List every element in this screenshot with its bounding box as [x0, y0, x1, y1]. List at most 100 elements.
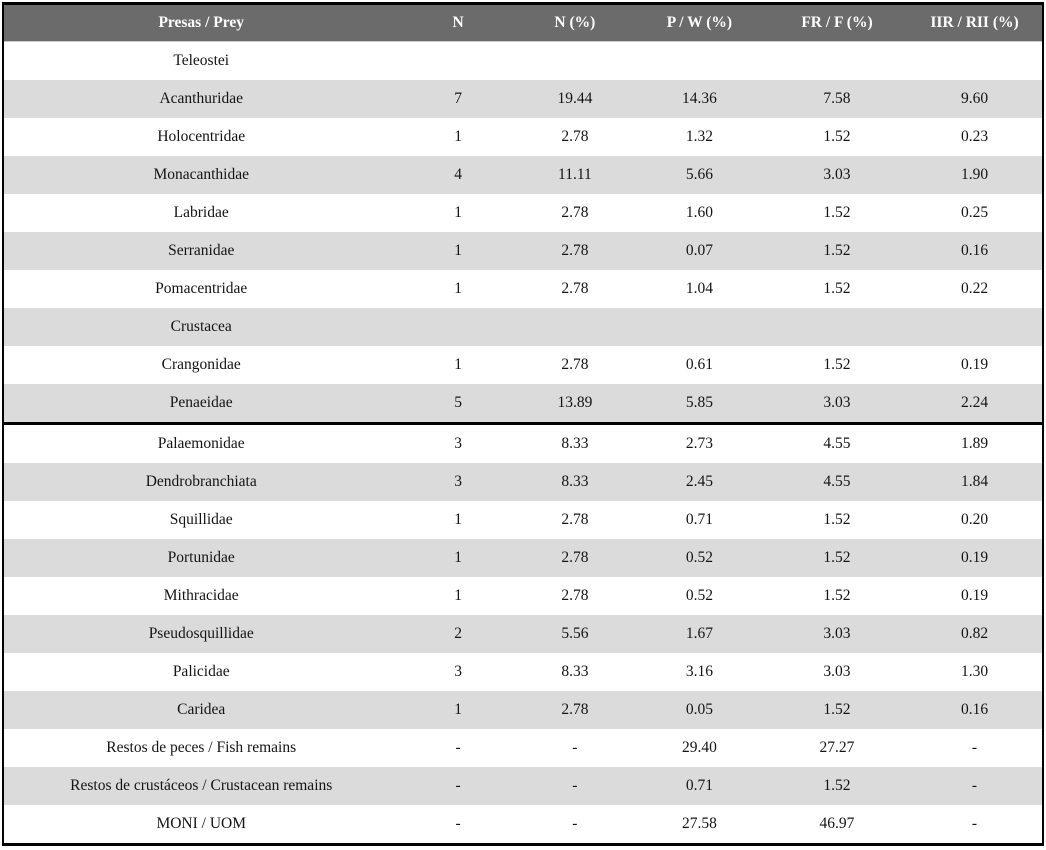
value-cell: 1.90	[907, 156, 1042, 194]
value-cell: 0.19	[907, 539, 1042, 577]
value-cell	[517, 308, 632, 346]
table-row: Portunidae 1 2.78 0.52 1.52 0.19	[4, 539, 1042, 577]
value-cell	[517, 41, 632, 80]
prey-name-cell: Pomacentridae	[4, 270, 399, 308]
value-cell: 2.78	[517, 577, 632, 615]
value-cell: 8.33	[517, 423, 632, 463]
value-cell: 1.60	[631, 194, 767, 232]
table-row: Holocentridae 1 2.78 1.32 1.52 0.23	[4, 118, 1042, 156]
value-cell: 0.52	[631, 577, 767, 615]
value-cell	[631, 41, 767, 80]
value-cell: -	[517, 805, 632, 843]
value-cell: 1.30	[907, 653, 1042, 691]
col-header-pw-pct: P / W (%)	[631, 5, 767, 42]
value-cell: 1.52	[766, 577, 908, 615]
col-header-iir-pct: IIR / RII (%)	[907, 5, 1042, 42]
table-row: Restos de peces / Fish remains - -29.40 27.…	[4, 729, 1042, 767]
table-row: Caridea 1 2.78 0.05 1.52 0.16	[4, 691, 1042, 729]
value-cell: 2.78	[517, 232, 632, 270]
table-row: Palaemonidae 3 8.33 2.73 4.55 1.89	[4, 423, 1042, 463]
group-header-row: Teleostei	[4, 41, 1042, 80]
value-cell: 5.66	[631, 156, 767, 194]
value-cell: 13.89	[517, 384, 632, 425]
value-cell: 0.61	[631, 346, 767, 384]
prey-name-cell: Crustacea	[4, 308, 399, 346]
value-cell: 14.36	[631, 80, 767, 118]
value-cell: 1	[398, 501, 518, 539]
prey-name-cell: Serranidae	[4, 232, 399, 270]
value-cell: 1	[398, 577, 518, 615]
prey-name-cell: Squillidae	[4, 501, 399, 539]
value-cell: -	[907, 805, 1042, 843]
col-header-n: N	[398, 5, 518, 42]
value-cell: 2.78	[517, 539, 632, 577]
value-cell: -	[398, 729, 518, 767]
value-cell: 19.44	[517, 80, 632, 118]
header-row: Presas / Prey N N (%) P / W (%) FR / F (…	[4, 5, 1042, 42]
col-header-prey: Presas / Prey	[4, 5, 399, 42]
prey-composition-table: Presas / Prey N N (%) P / W (%) FR / F (…	[4, 5, 1042, 843]
table-row: Pomacentridae 1 2.78 1.04 1.52 0.22	[4, 270, 1042, 308]
table-row: Penaeidae 5 13.89 5.85 3.03 2.24	[4, 384, 1042, 425]
prey-name-cell: Caridea	[4, 691, 399, 729]
value-cell: -	[517, 767, 632, 805]
value-cell: 1.52	[766, 501, 908, 539]
table-body: Teleostei Acanthuridae 7 19.44 14.36 7.58 9.60…	[4, 41, 1042, 843]
value-cell: 0.05	[631, 691, 767, 729]
value-cell: 9.60	[907, 80, 1042, 118]
table-row: MONI / UOM - -27.58 46.97-	[4, 805, 1042, 843]
value-cell: 1.89	[907, 423, 1042, 463]
prey-name-cell: Teleostei	[4, 41, 399, 80]
value-cell: 0.82	[907, 615, 1042, 653]
value-cell: 27.27	[766, 729, 908, 767]
table-row: Dendrobranchiata 3 8.33 2.45 4.55 1.84	[4, 463, 1042, 501]
value-cell: 1.52	[766, 767, 908, 805]
value-cell	[398, 308, 518, 346]
value-cell: -	[398, 805, 518, 843]
value-cell: 0.16	[907, 691, 1042, 729]
prey-name-cell: Palicidae	[4, 653, 399, 691]
prey-name-cell: Mithracidae	[4, 577, 399, 615]
group-header-row: Crustacea	[4, 308, 1042, 346]
value-cell	[907, 308, 1042, 346]
value-cell: 1	[398, 539, 518, 577]
value-cell: 27.58	[631, 805, 767, 843]
value-cell	[398, 41, 518, 80]
value-cell: 3	[398, 653, 518, 691]
value-cell: 7	[398, 80, 518, 118]
value-cell: 5	[398, 384, 518, 425]
table-row: Squillidae 1 2.78 0.71 1.52 0.20	[4, 501, 1042, 539]
value-cell: 1.52	[766, 194, 908, 232]
prey-name-cell: Restos de crustáceos / Crustacean remain…	[4, 767, 399, 805]
value-cell: 1.67	[631, 615, 767, 653]
value-cell: 1.52	[766, 118, 908, 156]
table-row: Acanthuridae 7 19.44 14.36 7.58 9.60	[4, 80, 1042, 118]
value-cell	[907, 41, 1042, 80]
value-cell: 2.78	[517, 270, 632, 308]
prey-name-cell: MONI / UOM	[4, 805, 399, 843]
prey-name-cell: Labridae	[4, 194, 399, 232]
table-header: Presas / Prey N N (%) P / W (%) FR / F (…	[4, 5, 1042, 42]
value-cell: 2.78	[517, 501, 632, 539]
value-cell: 8.33	[517, 653, 632, 691]
table-row: Serranidae 1 2.78 0.07 1.52 0.16	[4, 232, 1042, 270]
value-cell: 5.56	[517, 615, 632, 653]
value-cell: 29.40	[631, 729, 767, 767]
table-row: Labridae 1 2.78 1.60 1.52 0.25	[4, 194, 1042, 232]
col-header-n-pct: N (%)	[517, 5, 632, 42]
value-cell: 3.03	[766, 384, 908, 425]
value-cell: 2.78	[517, 691, 632, 729]
prey-name-cell: Palaemonidae	[4, 423, 399, 463]
table-row: Monacanthidae 4 11.11 5.66 3.03 1.90	[4, 156, 1042, 194]
col-header-frf-pct: FR / F (%)	[766, 5, 908, 42]
value-cell: 0.23	[907, 118, 1042, 156]
prey-name-cell: Penaeidae	[4, 384, 399, 425]
value-cell: 2.45	[631, 463, 767, 501]
value-cell: 1	[398, 346, 518, 384]
value-cell: 3.03	[766, 653, 908, 691]
value-cell: 8.33	[517, 463, 632, 501]
prey-name-cell: Restos de peces / Fish remains	[4, 729, 399, 767]
value-cell: 1.52	[766, 270, 908, 308]
value-cell: 0.07	[631, 232, 767, 270]
